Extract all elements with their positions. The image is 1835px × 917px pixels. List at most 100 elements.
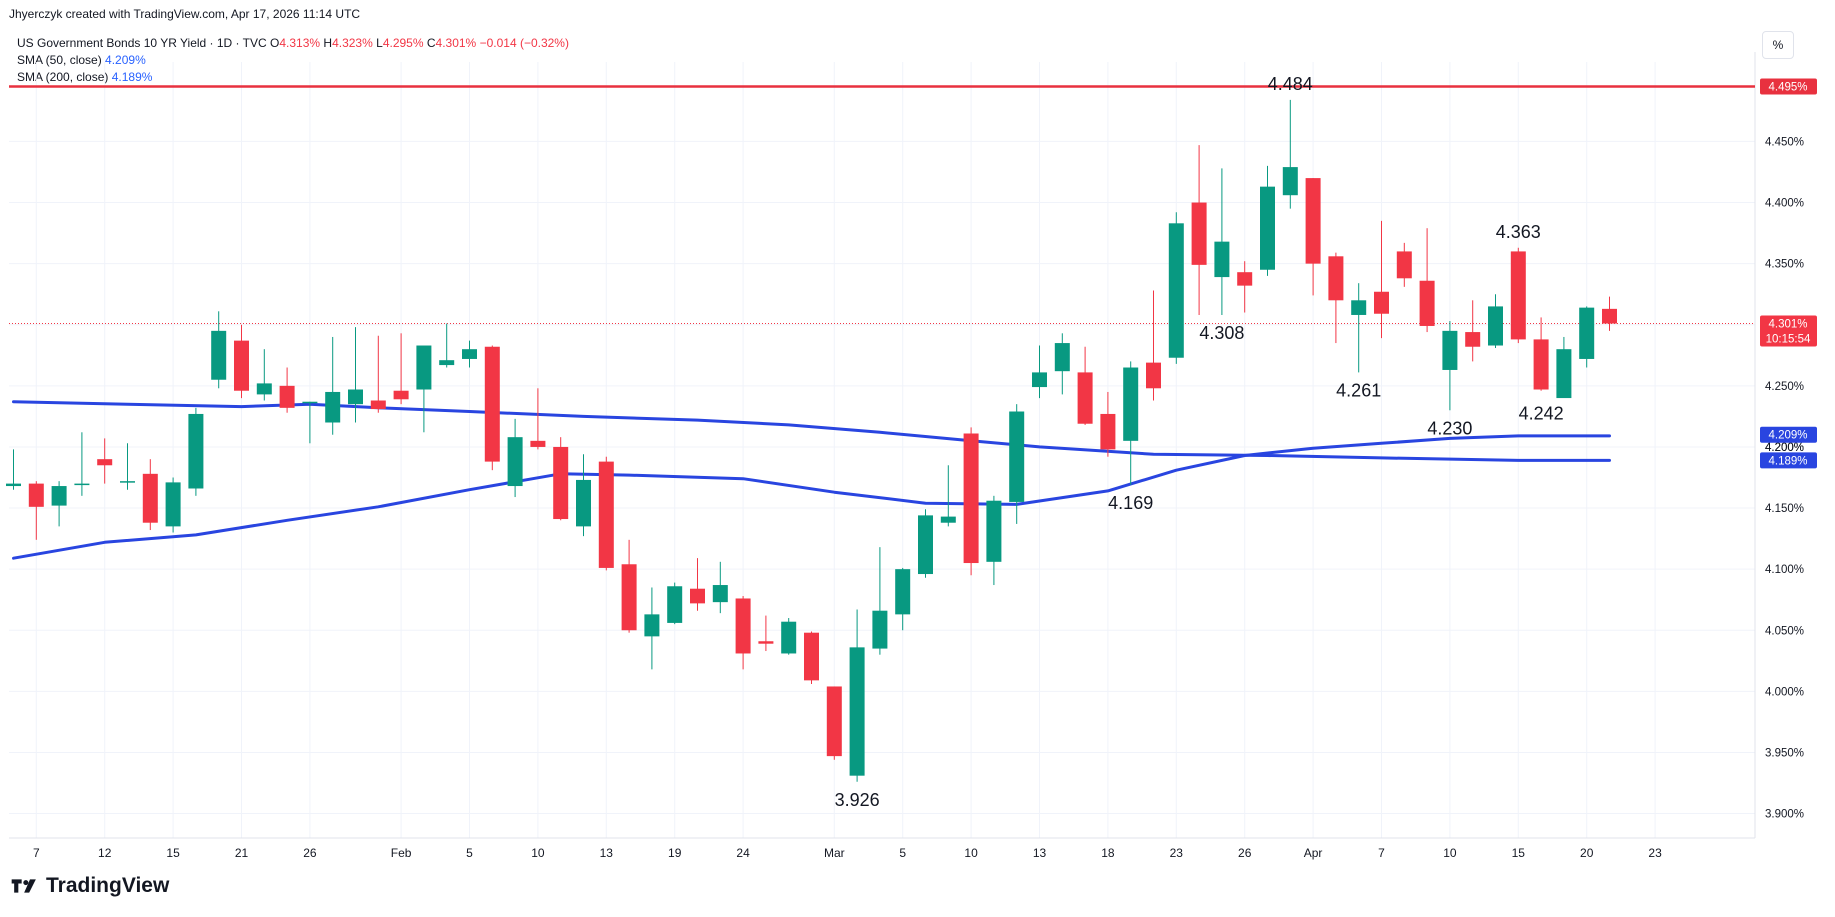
x-tick-label: 7 — [33, 846, 40, 860]
candle-body-up[interactable] — [667, 586, 683, 623]
last-price-axis-label: 4.301% — [1768, 319, 1807, 331]
candle-body-down[interactable] — [598, 461, 614, 568]
candle-body-up[interactable] — [302, 401, 318, 404]
candle-body-up[interactable] — [849, 647, 865, 776]
candle-body-down[interactable] — [621, 564, 637, 631]
candle-body-up[interactable] — [644, 614, 660, 637]
x-tick-label: 13 — [600, 846, 614, 860]
candle-body-down[interactable] — [234, 340, 249, 391]
candle-body-down[interactable] — [1533, 339, 1549, 390]
x-tick-label: 13 — [1033, 846, 1047, 860]
candle-body-up[interactable] — [1282, 167, 1298, 196]
candle-body-up[interactable] — [781, 621, 797, 654]
candle-body-down[interactable] — [530, 440, 546, 447]
candle-body-up[interactable] — [1351, 300, 1367, 315]
candle-body-down[interactable] — [1396, 251, 1412, 279]
candle-body-up[interactable] — [1488, 306, 1503, 346]
symbol-title[interactable]: US Government Bonds 10 YR Yield · 1D · T… — [17, 36, 267, 50]
candle-body-up[interactable] — [256, 383, 272, 395]
sma200-line[interactable] — [12, 434, 1611, 560]
candle-body-down[interactable] — [279, 385, 295, 408]
candle-body-down[interactable] — [1602, 308, 1617, 324]
candle-body-up[interactable] — [416, 345, 432, 390]
tradingview-logo-icon — [11, 879, 36, 893]
candle-body-down[interactable] — [1100, 413, 1116, 450]
candle-body-down[interactable] — [553, 446, 569, 520]
sma50-label: SMA (50, close) — [17, 53, 102, 67]
high-label: H — [323, 36, 333, 50]
x-tick-label: Mar — [824, 846, 845, 860]
candle-body-up[interactable] — [1579, 307, 1595, 359]
candle-body-up[interactable] — [188, 413, 204, 489]
candle-body-down[interactable] — [1465, 332, 1481, 347]
candle-body-up[interactable] — [712, 585, 728, 603]
candle-body-down[interactable] — [28, 483, 44, 507]
candle-body-up[interactable] — [872, 610, 888, 649]
candle-body-up[interactable] — [348, 389, 363, 405]
candle-body-down[interactable] — [690, 588, 705, 604]
change-value: −0.014 (−0.32%) — [479, 36, 569, 50]
high-value: 4.323% — [332, 36, 373, 50]
candle-body-up[interactable] — [211, 330, 227, 380]
candle-body-down[interactable] — [1191, 202, 1207, 265]
candle-body-up[interactable] — [1260, 186, 1275, 270]
candle-body-up[interactable] — [1123, 367, 1139, 441]
candle-body-up[interactable] — [1442, 330, 1458, 370]
y-tick-label: 3.900% — [1765, 809, 1804, 821]
candle-body-up[interactable] — [576, 479, 591, 527]
candle-body-down[interactable] — [142, 473, 158, 523]
candle-body-up[interactable] — [462, 349, 477, 359]
tradingview-logo[interactable]: TradingView — [10, 874, 169, 898]
candle-body-down[interactable] — [1328, 256, 1344, 301]
candle-body-down[interactable] — [1077, 372, 1093, 424]
sma200-axis-label-bg — [1760, 452, 1817, 469]
x-tick-label: 18 — [1101, 846, 1115, 860]
percent-scale-button[interactable]: % — [1762, 31, 1794, 59]
candle-body-up[interactable] — [120, 481, 135, 483]
candle-body-down[interactable] — [963, 433, 979, 564]
x-tick-label: 21 — [235, 846, 249, 860]
candle-body-up[interactable] — [6, 483, 21, 487]
candle-body-down[interactable] — [758, 641, 774, 644]
sma50-legend-row[interactable]: SMA (50, close) 4.209% — [17, 52, 569, 69]
chart-legend: US Government Bonds 10 YR Yield · 1D · T… — [17, 35, 569, 86]
candle-body-down[interactable] — [370, 400, 386, 410]
candle-body-up[interactable] — [325, 391, 341, 423]
candle-body-down[interactable] — [735, 598, 751, 654]
candle-body-up[interactable] — [165, 482, 181, 527]
candle-body-down[interactable] — [97, 459, 113, 466]
x-tick-label: 23 — [1648, 846, 1662, 860]
candle-body-up[interactable] — [1168, 223, 1184, 358]
candle-body-up[interactable] — [918, 515, 933, 575]
candle-body-down[interactable] — [1419, 280, 1435, 326]
candle-body-down[interactable] — [1510, 251, 1526, 340]
candle-body-down[interactable] — [826, 686, 842, 757]
candle-body-up[interactable] — [74, 483, 90, 486]
candle-body-down[interactable] — [1305, 178, 1321, 264]
candle-body-up[interactable] — [940, 516, 956, 523]
sma200-legend-row[interactable]: SMA (200, close) 4.189% — [17, 69, 569, 86]
chart-credit: Jhyerczyk created with TradingView.com, … — [9, 7, 361, 21]
candle-body-up[interactable] — [439, 360, 455, 366]
candle-body-up[interactable] — [1054, 343, 1070, 372]
sma50-line[interactable] — [12, 400, 1611, 462]
open-value: 4.313% — [279, 36, 321, 50]
candle-body-up[interactable] — [51, 486, 67, 506]
price-chart[interactable]: 4.450%4.400%4.350%4.300%4.250%4.200%4.15… — [0, 0, 1835, 860]
candle-body-up[interactable] — [1556, 349, 1572, 399]
candle-body-up[interactable] — [1214, 241, 1230, 278]
candle-body-up[interactable] — [507, 437, 523, 487]
price-annotation: 4.242 — [1519, 404, 1564, 424]
candle-body-down[interactable] — [804, 632, 819, 681]
candle-body-down[interactable] — [1146, 362, 1161, 389]
candle-body-up[interactable] — [1032, 372, 1047, 388]
candle-body-up[interactable] — [986, 500, 1002, 562]
x-tick-label: 10 — [531, 846, 545, 860]
symbol-ohlc-row[interactable]: US Government Bonds 10 YR Yield · 1D · T… — [17, 35, 569, 52]
candle-body-up[interactable] — [895, 569, 911, 615]
candle-body-down[interactable] — [1374, 291, 1389, 314]
candle-body-up[interactable] — [1009, 411, 1025, 502]
candle-body-down[interactable] — [1237, 272, 1253, 286]
candle-body-down[interactable] — [484, 346, 500, 462]
candle-body-down[interactable] — [393, 390, 409, 400]
